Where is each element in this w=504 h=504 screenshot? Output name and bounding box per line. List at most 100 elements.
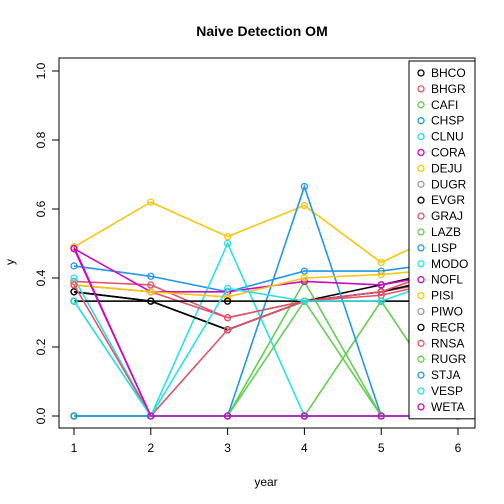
series-deju [70, 198, 462, 267]
data-point [300, 182, 309, 191]
series-line [73, 201, 459, 264]
legend-symbol [417, 117, 425, 125]
y-tick-label: 0.4 [34, 269, 48, 286]
legend-label: BHGR [431, 82, 466, 96]
legend-item: PISI [417, 289, 454, 303]
legend-item: DUGR [417, 177, 467, 191]
legend-item: WETA [417, 400, 465, 414]
series-vesp [70, 270, 462, 420]
legend-symbol [417, 339, 425, 347]
series-line [73, 259, 459, 293]
legend-label: CLNU [431, 130, 464, 144]
data-point [377, 258, 385, 267]
legend-item: BHCO [417, 66, 466, 80]
data-point [70, 262, 78, 270]
legend-label: CORA [431, 146, 466, 160]
legend-item: NOFL [417, 273, 463, 287]
legend-item: CLNU [417, 130, 464, 144]
data-point [223, 284, 232, 293]
legend-symbol [417, 148, 425, 157]
legend-item: BHGR [417, 82, 466, 96]
y-tick-label: 0.0 [34, 407, 48, 424]
data-point [147, 281, 155, 289]
legend-item: DEJU [417, 161, 462, 175]
data-point [300, 297, 309, 305]
series-line [73, 277, 459, 319]
data-point [300, 267, 309, 275]
legend-symbol [417, 196, 425, 204]
legend-label: CHSP [431, 114, 464, 128]
legend-label: DEJU [431, 161, 462, 175]
legend-symbol [417, 371, 425, 379]
series-line [73, 266, 459, 298]
legend-item: EVGR [417, 193, 465, 207]
data-point [300, 201, 309, 210]
x-tick-label: 3 [224, 441, 231, 455]
data-point [223, 239, 232, 248]
legend-item: RUGR [417, 352, 467, 366]
legend-item: PIWO [417, 305, 463, 319]
legend-label: STJA [431, 368, 460, 382]
legend-symbol [417, 69, 425, 77]
data-point [300, 412, 309, 420]
data-point [70, 297, 78, 305]
series-line [73, 273, 459, 418]
legend-symbol [417, 323, 425, 332]
data-point [377, 297, 385, 305]
data-point [223, 293, 232, 301]
data-point [147, 272, 155, 280]
legend-label: MODO [431, 257, 468, 271]
legend-label: RNSA [431, 336, 464, 350]
legend-item: RNSA [417, 336, 464, 350]
legend-symbol [417, 403, 425, 411]
x-tick-label: 4 [301, 441, 308, 455]
data-point [223, 297, 232, 305]
legend-item: LISP [417, 241, 457, 255]
legend-item: LAZB [417, 225, 461, 239]
legend-symbol [417, 276, 425, 284]
series-line [74, 299, 458, 417]
legend-label: EVGR [431, 193, 465, 207]
series-line [73, 248, 458, 417]
legend-item: VESP [417, 384, 463, 398]
legend-item: GRAJ [417, 209, 463, 223]
legend-item: MODO [417, 257, 468, 271]
series-clnu [70, 239, 462, 420]
data-point [147, 288, 155, 296]
legend-label: VESP [431, 384, 463, 398]
data-point [147, 412, 155, 420]
legend-label: GRAJ [431, 209, 463, 223]
data-point [223, 232, 232, 241]
x-tick-label: 1 [71, 441, 78, 455]
data-point [70, 274, 78, 282]
plot-area [70, 182, 462, 420]
chart-title: Naive Detection OM [196, 23, 327, 39]
legend-symbol [417, 355, 425, 363]
legend-item: CAFI [417, 98, 458, 112]
data-point [377, 270, 385, 279]
legend-label: LISP [431, 241, 457, 255]
data-point [300, 274, 309, 282]
legend-item: CORA [417, 146, 466, 160]
legend-symbol [417, 85, 425, 93]
legend-label: PIWO [431, 305, 463, 319]
x-tick-label: 6 [455, 441, 462, 455]
data-point [223, 326, 232, 334]
y-tick-label: 0.6 [34, 200, 48, 217]
data-point [223, 314, 232, 322]
series-modo [70, 274, 462, 420]
y-axis-title: y [3, 259, 17, 265]
legend-label: DUGR [431, 177, 467, 191]
legend-item: RECR [417, 320, 465, 334]
legend-symbol [417, 180, 425, 188]
x-tick-label: 2 [147, 441, 154, 455]
legend-symbol [417, 387, 425, 395]
data-point [70, 412, 78, 420]
data-point [377, 412, 385, 420]
y-tick-label: 1.0 [34, 62, 48, 79]
axes: 1 2 3 4 5 6 0.0 0.2 0.4 0.6 0.8 1.0 [34, 57, 476, 455]
legend-item: CHSP [417, 114, 464, 128]
